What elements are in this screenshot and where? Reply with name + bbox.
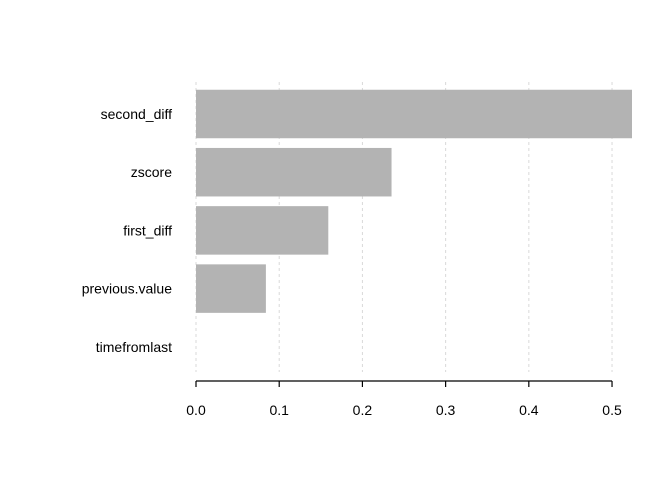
x-tick-label: 0.4 [519,402,539,418]
bars [196,89,632,313]
category-label: second_diff [101,106,172,122]
x-tick-label: 0.2 [353,402,373,418]
category-label: previous.value [82,281,172,297]
bar-second-diff [196,89,632,139]
category-label: timefromlast [96,339,172,355]
x-tick-label: 0.5 [602,402,622,418]
category-label: zscore [131,164,172,180]
bar-zscore [196,147,392,197]
x-tick-label: 0.0 [186,402,206,418]
x-tick-label: 0.1 [269,402,289,418]
x-tick-label: 0.3 [436,402,456,418]
category-label: first_diff [123,222,172,238]
x-axis: 0.0 0.1 0.2 0.3 0.4 0.5 [186,380,622,418]
bar-previous-value [196,264,266,313]
bar-first-diff [196,206,329,255]
